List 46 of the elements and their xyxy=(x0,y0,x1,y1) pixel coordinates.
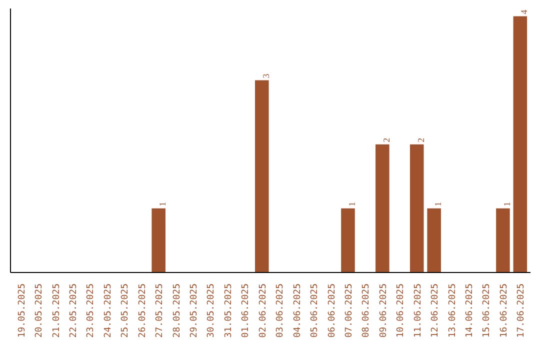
x-tick-label: 26.05.2025 xyxy=(138,283,148,338)
x-tick-label: 20.05.2025 xyxy=(34,283,45,338)
data-label: 1 xyxy=(346,202,357,206)
x-tick-label: 27.05.2025 xyxy=(155,283,166,338)
x-tick-label: 15.06.2025 xyxy=(482,283,492,338)
bar xyxy=(410,144,424,272)
bar xyxy=(376,144,390,272)
x-tick-label: 17.06.2025 xyxy=(516,283,527,338)
x-tick-label: 31.05.2025 xyxy=(224,283,234,338)
data-label: 2 xyxy=(416,138,426,142)
x-tick-label: 01.06.2025 xyxy=(241,283,252,338)
x-tick-label: 16.06.2025 xyxy=(499,283,510,338)
x-tick-label: 22.05.2025 xyxy=(68,283,79,338)
x-tick-label: 08.06.2025 xyxy=(362,283,372,338)
x-tick-label: 24.05.2025 xyxy=(103,283,114,338)
data-label: 1 xyxy=(433,202,444,206)
x-tick-label: 09.06.2025 xyxy=(378,283,389,338)
bar xyxy=(496,208,510,272)
bar xyxy=(341,208,355,272)
x-tick-label: 21.05.2025 xyxy=(52,283,62,338)
x-tick-label: 03.06.2025 xyxy=(276,283,286,338)
data-label: 2 xyxy=(381,138,392,142)
bar xyxy=(152,208,166,272)
x-tick-label: 14.06.2025 xyxy=(465,283,476,338)
data-label: 4 xyxy=(519,9,530,14)
data-label: 3 xyxy=(260,73,271,78)
x-tick-label: 07.06.2025 xyxy=(344,283,354,338)
x-tick-label: 02.06.2025 xyxy=(258,283,268,338)
x-tick-label: 25.05.2025 xyxy=(120,283,131,338)
data-label: 1 xyxy=(158,202,168,206)
x-tick-label: 19.05.2025 xyxy=(17,283,28,338)
bar xyxy=(427,208,441,272)
x-tick-label: 04.06.2025 xyxy=(292,283,303,338)
x-tick-label: 30.05.2025 xyxy=(206,283,217,338)
x-tick-label: 05.06.2025 xyxy=(310,283,320,338)
bar xyxy=(513,16,528,272)
x-tick-label: 28.05.2025 xyxy=(172,283,182,338)
x-tick-label: 10.06.2025 xyxy=(396,283,406,338)
x-tick-label: 11.06.2025 xyxy=(413,283,424,338)
x-tick-label: 06.06.2025 xyxy=(327,283,338,338)
x-tick-label: 29.05.2025 xyxy=(190,283,200,338)
data-label: 1 xyxy=(502,202,512,206)
x-tick-label: 13.06.2025 xyxy=(448,283,458,338)
x-tick-label: 23.05.2025 xyxy=(86,283,96,338)
x-tick-label: 12.06.2025 xyxy=(430,283,441,338)
bar xyxy=(255,80,269,272)
